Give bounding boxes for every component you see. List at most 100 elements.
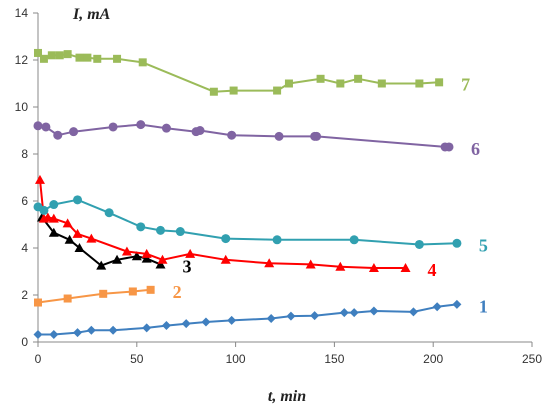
data-point: [175, 227, 185, 237]
data-point: [34, 298, 42, 307]
data-point: [75, 53, 84, 62]
data-point: [48, 227, 59, 237]
data-point: [112, 254, 123, 264]
data-point: [53, 130, 63, 140]
data-point: [400, 262, 411, 272]
x-tick-label: 50: [130, 352, 144, 366]
data-point: [86, 233, 97, 243]
data-point: [49, 200, 59, 210]
data-point: [74, 243, 85, 252]
y-tick-label: 0: [21, 335, 28, 349]
data-point: [452, 299, 462, 309]
data-point: [83, 53, 92, 62]
data-point: [108, 122, 118, 132]
data-point: [274, 131, 284, 141]
series-label: 7: [461, 74, 470, 94]
data-point: [146, 285, 155, 294]
data-point: [220, 254, 231, 264]
y-axis-title: I, mA: [72, 6, 111, 23]
y-tick-label: 4: [21, 241, 28, 255]
series-7: 7: [34, 48, 470, 96]
data-point: [93, 54, 102, 63]
data-point: [113, 54, 122, 63]
data-point: [156, 225, 166, 235]
data-point: [227, 315, 237, 325]
data-point: [229, 86, 238, 95]
series-2: 2: [34, 282, 182, 307]
data-point: [408, 307, 418, 317]
data-point: [312, 131, 322, 141]
data-point: [128, 287, 137, 296]
data-point: [369, 306, 379, 316]
data-point: [227, 130, 237, 140]
series-label: 3: [183, 256, 192, 276]
data-point: [48, 213, 59, 223]
data-point: [209, 87, 218, 96]
data-point: [99, 289, 108, 298]
data-point: [41, 122, 51, 132]
data-point: [316, 74, 325, 83]
data-point: [432, 302, 442, 312]
data-point: [354, 74, 363, 83]
data-point: [264, 258, 275, 268]
data-point: [141, 248, 152, 258]
data-point: [435, 78, 444, 87]
data-point: [47, 51, 56, 60]
data-point: [73, 328, 83, 338]
x-tick-label: 150: [324, 352, 344, 366]
data-point: [339, 308, 349, 318]
data-point: [157, 254, 168, 264]
data-point: [185, 248, 196, 258]
y-tick-label: 8: [21, 147, 28, 161]
data-point: [136, 120, 146, 130]
data-point: [64, 234, 75, 244]
data-point: [415, 79, 424, 88]
series-label: 1: [479, 296, 488, 316]
data-point: [108, 325, 118, 335]
data-point: [63, 294, 72, 303]
data-point: [368, 262, 379, 272]
data-point: [34, 174, 45, 184]
data-point: [286, 311, 296, 321]
series-layer: 1 23 4 5 6 7: [33, 48, 488, 339]
data-point: [161, 321, 171, 331]
data-point: [136, 222, 146, 232]
data-point: [73, 195, 83, 205]
data-point: [273, 86, 282, 95]
series-label: 2: [173, 282, 182, 302]
x-tick-label: 250: [522, 352, 542, 366]
data-point: [336, 79, 345, 88]
series-line: [38, 303, 458, 336]
series-line: [39, 179, 406, 269]
data-point: [63, 50, 72, 59]
data-point: [414, 239, 424, 249]
data-point: [62, 218, 73, 228]
x-tick-label: 0: [35, 352, 42, 366]
data-point: [49, 329, 59, 339]
data-point: [335, 261, 346, 271]
data-point: [201, 317, 211, 327]
data-point: [131, 251, 142, 261]
series-4: 4: [34, 174, 437, 280]
y-tick-label: 6: [21, 194, 28, 208]
data-point: [155, 259, 166, 269]
data-point: [39, 205, 49, 215]
data-point: [33, 329, 43, 339]
data-point: [444, 142, 454, 152]
series-5: 5: [33, 195, 488, 255]
data-point: [221, 234, 231, 244]
data-point: [34, 48, 42, 57]
data-point: [104, 208, 114, 218]
data-point: [121, 246, 132, 256]
series-line: [37, 123, 449, 148]
data-point: [72, 228, 83, 238]
data-point: [161, 123, 171, 133]
series-label: 5: [479, 235, 488, 255]
data-point: [55, 51, 64, 60]
data-point: [349, 235, 359, 245]
series-6: 6: [33, 120, 480, 159]
series-1: 1: [33, 296, 488, 339]
y-tick-label: 10: [15, 100, 29, 114]
data-point: [305, 259, 316, 269]
